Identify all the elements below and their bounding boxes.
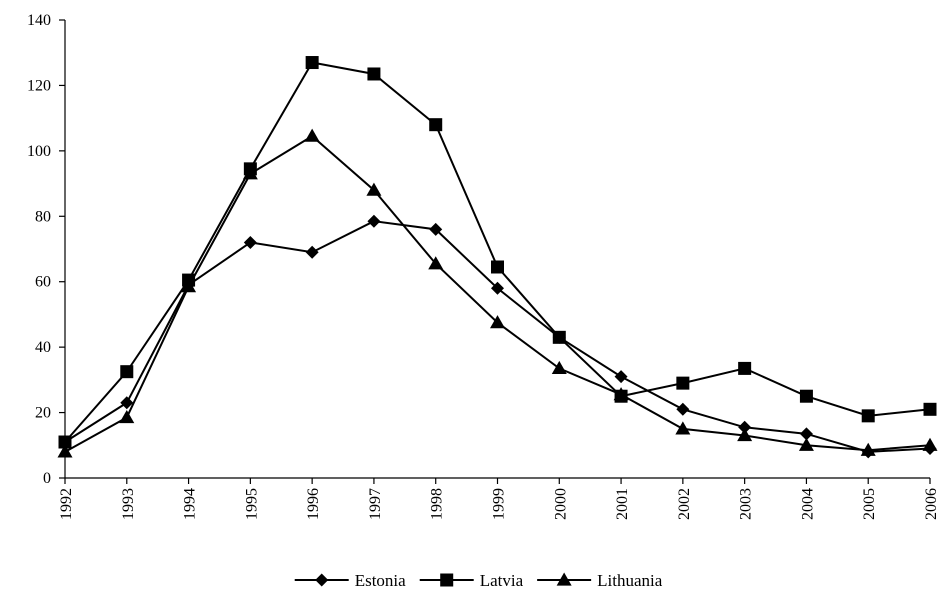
data-point-lithuania <box>428 256 444 270</box>
legend-marker-diamond <box>315 573 329 587</box>
legend-item-lithuania: Lithuania <box>537 571 663 590</box>
y-tick-label: 100 <box>27 143 51 160</box>
series-line-latvia <box>64 61 931 443</box>
x-tick-label: 1992 <box>58 488 75 520</box>
data-point-lithuania <box>490 315 505 329</box>
x-tick-label: 2005 <box>861 488 878 520</box>
y-axis-ticks: 0 20 40 60 80 100 120 140 <box>27 12 65 487</box>
data-point-lithuania <box>613 387 629 401</box>
y-tick-label: 140 <box>27 12 51 29</box>
legend-item-latvia: Latvia <box>419 571 524 590</box>
data-point-latvia <box>799 389 813 403</box>
data-point-lithuania <box>922 437 938 451</box>
series-layer <box>57 56 938 459</box>
legend-label-lithuania: Lithuania <box>597 571 663 590</box>
x-tick-label: 2003 <box>738 488 755 520</box>
x-tick-label: 2004 <box>799 488 816 520</box>
x-tick-label: 1996 <box>305 488 322 520</box>
data-point-estonia <box>491 281 504 295</box>
data-point-estonia <box>429 222 443 236</box>
data-point-latvia <box>861 409 875 423</box>
data-point-lithuania <box>737 427 753 442</box>
data-point-estonia <box>305 245 319 259</box>
data-point-latvia <box>738 361 752 375</box>
y-tick-label: 40 <box>35 339 51 356</box>
x-tick-label: 1993 <box>120 488 137 520</box>
data-point-lithuania <box>798 437 814 451</box>
data-point-lithuania <box>181 279 197 293</box>
y-tick-label: 20 <box>35 405 51 422</box>
data-point-estonia <box>799 427 813 441</box>
data-point-latvia <box>676 376 690 390</box>
data-point-estonia <box>367 214 381 228</box>
y-tick-label: 80 <box>35 208 51 225</box>
y-tick-label: 120 <box>27 77 51 94</box>
data-point-latvia <box>491 260 504 274</box>
data-point-latvia <box>429 118 443 132</box>
data-point-lithuania <box>57 444 73 458</box>
x-tick-label: 2002 <box>676 488 693 520</box>
y-tick-label: 0 <box>43 470 51 487</box>
data-point-estonia <box>676 402 690 416</box>
x-tick-label: 2001 <box>614 488 631 520</box>
x-tick-label: 1998 <box>429 488 446 520</box>
x-axis-ticks: 1992 1993 1994 1995 1996 1997 1998 1999 2000 2001… <box>58 478 940 520</box>
x-tick-label: 1997 <box>367 488 384 520</box>
data-point-latvia <box>305 56 319 70</box>
legend-marker-square <box>440 573 454 587</box>
data-point-lithuania <box>675 421 691 435</box>
x-tick-label: 2006 <box>923 488 940 520</box>
series-latvia <box>58 56 937 449</box>
series-line-estonia <box>64 220 931 453</box>
data-point-lithuania <box>304 128 320 142</box>
data-point-estonia <box>243 235 257 249</box>
data-point-latvia <box>367 67 381 81</box>
data-point-latvia <box>552 330 566 344</box>
series-lithuania <box>57 128 938 458</box>
x-tick-label: 1999 <box>491 488 508 520</box>
data-point-latvia <box>120 365 134 379</box>
x-tick-label: 1994 <box>182 488 199 520</box>
data-point-lithuania <box>860 442 876 456</box>
legend-label-estonia: Estonia <box>355 571 406 590</box>
data-point-lithuania <box>119 409 135 424</box>
data-point-estonia <box>738 420 752 434</box>
legend-marker-triangle <box>556 572 572 586</box>
x-tick-label: 1995 <box>243 488 260 520</box>
data-point-latvia <box>923 402 937 416</box>
y-tick-label: 60 <box>35 274 51 291</box>
legend-item-estonia: Estonia <box>294 571 406 590</box>
data-point-lithuania <box>366 182 382 196</box>
data-point-lithuania <box>242 166 258 180</box>
x-tick-label: 2000 <box>552 488 569 520</box>
data-point-lithuania <box>551 360 567 375</box>
data-point-latvia <box>58 435 72 449</box>
series-estonia <box>58 214 937 459</box>
legend-label-latvia: Latvia <box>480 571 524 590</box>
legend: Estonia Latvia Lithuania <box>294 571 663 590</box>
data-point-estonia <box>614 370 628 384</box>
data-point-estonia <box>120 396 134 410</box>
axes <box>64 20 930 479</box>
